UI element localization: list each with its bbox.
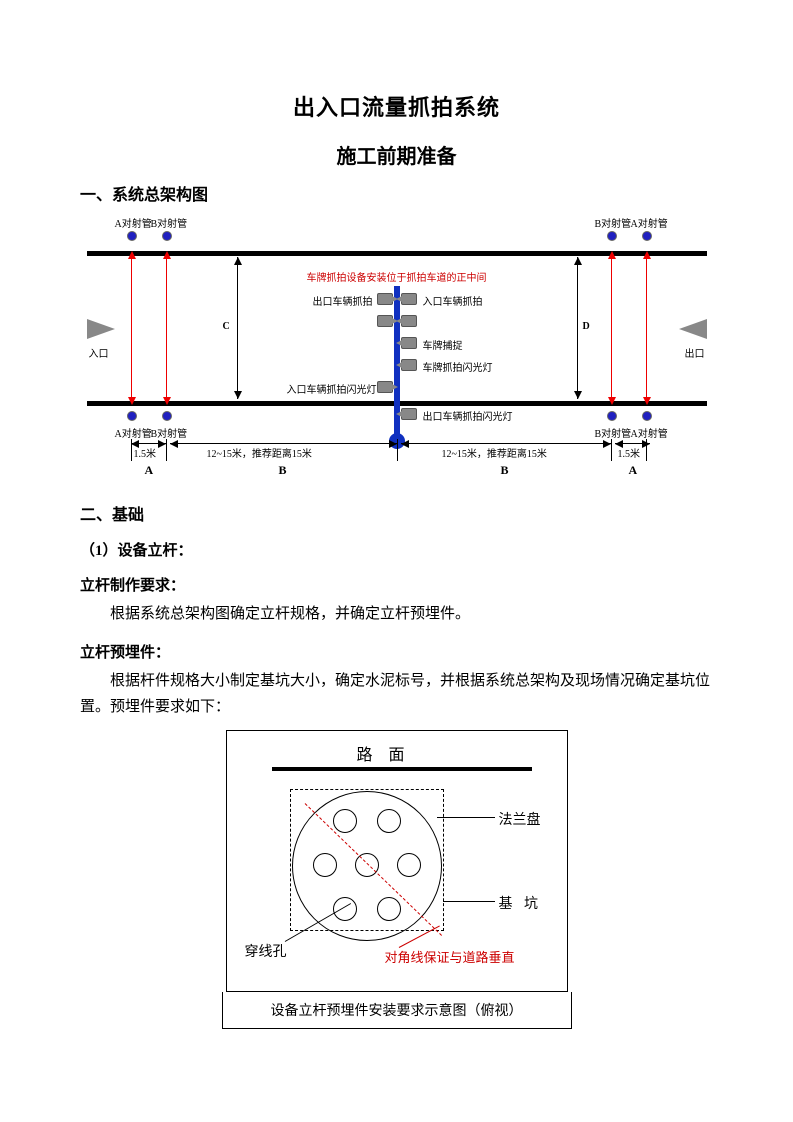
pit-label: 基 坑 (499, 893, 543, 913)
dimension-1-5m-r (615, 443, 650, 444)
sensor-label: B对射管 (151, 215, 188, 230)
flash-icon (401, 359, 417, 371)
exit-label: 出口 (685, 345, 705, 360)
entry-label: 入口 (89, 345, 109, 360)
sensor-beam (646, 257, 647, 399)
sensor-label: B对射管 (595, 425, 632, 440)
cam-label: 入口车辆抓拍闪光灯 (287, 381, 373, 396)
sensor-dot (127, 411, 137, 421)
sensor-dot (162, 411, 172, 421)
system-architecture-diagram: 车牌抓拍设备安装位于抓拍车道的正中间 入口 出口 A对射管 B对射管 A对射管 … (87, 211, 707, 491)
dimension-d (577, 257, 578, 399)
marker-b2: B (501, 463, 509, 478)
sensor-beam (611, 257, 612, 399)
section-1-heading: 一、系统总架构图 (80, 181, 713, 205)
diagram-red-note: 车牌抓拍设备安装位于抓拍车道的正中间 (257, 269, 537, 284)
sensor-dot (127, 231, 137, 241)
sub-2-1b-heading: 立杆预埋件： (80, 641, 713, 662)
foundation-diagram: 路 面 法兰盘 基 坑 穿线孔 对角线保证与道路垂直 (226, 730, 568, 992)
cam-label: 出口车辆抓拍 (297, 293, 373, 308)
bolt-hole-icon (397, 853, 421, 877)
sensor-dot (642, 231, 652, 241)
dimension-left (170, 443, 397, 444)
sensor-label: B对射管 (151, 425, 188, 440)
road-surface-line (272, 767, 532, 771)
dim-left-label: 12~15米，推荐距离15米 (207, 445, 312, 460)
camera-icon (377, 293, 393, 305)
cam-label: 车牌抓拍闪光灯 (423, 359, 493, 374)
camera-icon (401, 315, 417, 327)
marker-a: A (145, 463, 154, 478)
para-2-1b: 根据杆件规格大小制定基坑大小，确定水泥标号，并根据系统总架构及现场情况确定基坑位… (80, 668, 713, 720)
bolt-hole-icon (313, 853, 337, 877)
dim-right-label: 12~15米，推荐距离15米 (442, 445, 547, 460)
foundation-caption: 设备立杆预埋件安装要求示意图（俯视） (222, 992, 572, 1029)
entry-arrow-icon (87, 319, 115, 339)
sensor-label: A对射管 (631, 215, 668, 230)
sensor-label: A对射管 (115, 215, 152, 230)
flange-label: 法兰盘 (499, 809, 541, 829)
doc-title: 出入口流量抓拍系统 (80, 90, 713, 122)
sub-2-1-heading: （1）设备立杆： (80, 539, 713, 560)
dim-1-5m-label: 1.5米 (134, 445, 157, 460)
flash-icon (377, 381, 393, 393)
sensor-label: A对射管 (631, 425, 668, 440)
cam-label: 车牌捕捉 (423, 337, 463, 352)
through-hole-label: 穿线孔 (245, 941, 287, 961)
section-2-heading: 二、基础 (80, 501, 713, 525)
pointer-line (443, 901, 495, 902)
road-surface-label: 路 面 (357, 741, 411, 765)
camera-icon (401, 293, 417, 305)
dim-c-label: C (223, 321, 230, 332)
camera-icon (401, 337, 417, 349)
sensor-beam (131, 257, 132, 399)
pointer-line (437, 817, 495, 818)
cam-label: 出口车辆抓拍闪光灯 (423, 408, 513, 423)
dim-d-label: D (583, 321, 590, 332)
sensor-dot (607, 411, 617, 421)
bolt-hole-icon (333, 897, 357, 921)
marker-b: B (279, 463, 287, 478)
dimension-c (237, 257, 238, 399)
camera-icon (377, 315, 393, 327)
sub-2-1a-heading: 立杆制作要求： (80, 574, 713, 595)
cam-label: 入口车辆抓拍 (423, 293, 483, 308)
sensor-label: A对射管 (115, 425, 152, 440)
sensor-label: B对射管 (595, 215, 632, 230)
sensor-dot (607, 231, 617, 241)
dimension-1-5m (131, 443, 166, 444)
sensor-beam (166, 257, 167, 399)
doc-subtitle: 施工前期准备 (80, 140, 713, 169)
bolt-hole-icon (333, 809, 357, 833)
sensor-dot (642, 411, 652, 421)
marker-a2: A (629, 463, 638, 478)
exit-arrow-icon (679, 319, 707, 339)
flash-icon (401, 408, 417, 420)
para-2-1a: 根据系统总架构图确定立杆规格，并确定立杆预埋件。 (80, 601, 713, 627)
sensor-dot (162, 231, 172, 241)
bolt-hole-icon (377, 809, 401, 833)
center-hole-icon (355, 853, 379, 877)
diag-note-label: 对角线保证与道路垂直 (385, 947, 515, 966)
dimension-right (401, 443, 611, 444)
dim-1-5m-r-label: 1.5米 (618, 445, 641, 460)
bolt-hole-icon (377, 897, 401, 921)
